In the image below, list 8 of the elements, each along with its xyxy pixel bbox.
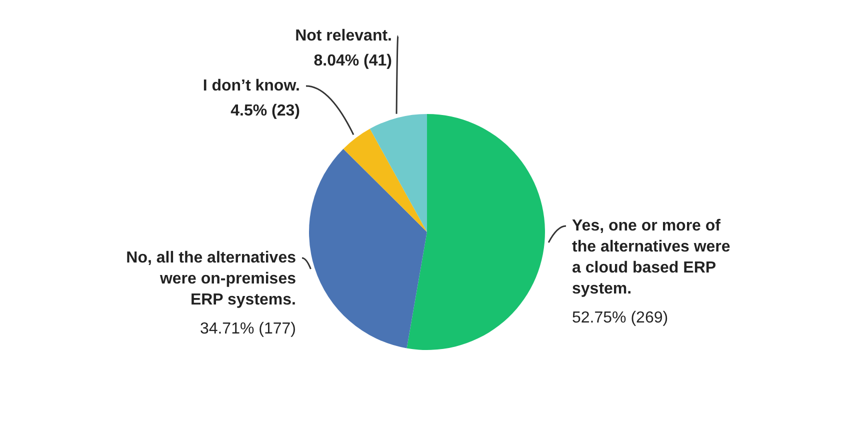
data-label: 8.04% (41)	[314, 52, 392, 70]
slice-label: I don’t know.	[202, 77, 300, 94]
data-label: 52.75% (269)	[572, 309, 668, 326]
data-label: 4.5% (23)	[230, 102, 300, 120]
data-label: 34.71% (177)	[200, 320, 296, 338]
slice-label: Yes, one or more of the alternatives were a cloud based ERP system.	[572, 217, 730, 298]
slice-label: Not relevant.	[295, 27, 392, 44]
slice-label: No, all the alternatives were on-premises ERP systems.	[126, 249, 296, 308]
